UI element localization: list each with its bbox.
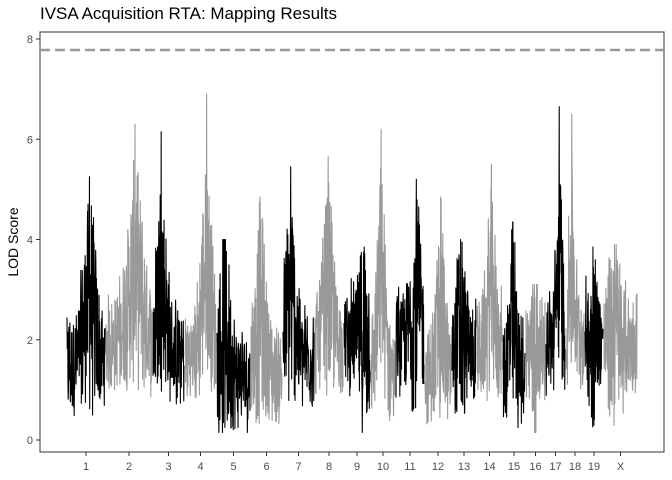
chromosome-6-series: [250, 196, 283, 425]
y-tick-label-8: 8: [27, 34, 33, 46]
chromosome-19-series: [584, 246, 604, 428]
chromosome-14-series: [476, 163, 503, 402]
chromosome-9-series: [343, 246, 371, 434]
chart-title: IVSA Acquisition RTA: Mapping Results: [40, 4, 338, 23]
x-tick-label-7: 7: [295, 461, 301, 473]
x-tick-label-9: 9: [354, 461, 360, 473]
x-axis: 1 2 3 4 5 6 7 8 9 10 11 12 13 14 15 16 17 18 19 X: [83, 452, 625, 473]
chromosome-8-series: [314, 156, 344, 396]
y-tick-label-6: 6: [27, 134, 33, 146]
chromosome-17-series: [545, 106, 566, 396]
x-tick-label-16: 16: [529, 461, 541, 473]
y-axis: 0 2 4 6 8: [27, 34, 40, 447]
x-tick-label-4: 4: [197, 461, 203, 473]
lod-series: [66, 93, 638, 434]
x-tick-label-18: 18: [569, 461, 581, 473]
x-tick-label-6: 6: [263, 461, 269, 473]
x-tick-label-12: 12: [432, 461, 444, 473]
chromosome-12-series: [424, 196, 452, 425]
chromosome-2-series: [105, 123, 153, 398]
x-tick-label-17: 17: [549, 461, 561, 473]
x-tick-label-11: 11: [404, 461, 415, 473]
chromosome-10-series: [370, 128, 396, 422]
y-tick-label-0: 0: [27, 435, 33, 447]
chromosome-16-series: [525, 284, 546, 434]
chromosome-18-series: [565, 113, 585, 390]
chromosome-X-series: [603, 243, 638, 426]
chromosome-15-series: [502, 221, 526, 429]
x-tick-label-1: 1: [83, 461, 89, 473]
chromosome-7-series: [282, 166, 315, 407]
x-tick-label-X: X: [617, 461, 625, 473]
chromosome-11-series: [395, 178, 425, 412]
chromosome-5-series: [216, 238, 251, 434]
chromosome-3-series: [152, 131, 185, 405]
x-tick-label-2: 2: [126, 461, 132, 473]
x-tick-label-19: 19: [588, 461, 600, 473]
x-tick-label-3: 3: [165, 461, 171, 473]
x-tick-label-15: 15: [508, 461, 520, 473]
x-tick-label-5: 5: [230, 461, 236, 473]
x-tick-label-8: 8: [326, 461, 332, 473]
chromosome-13-series: [451, 238, 477, 414]
chromosome-1-series: [66, 176, 106, 417]
x-tick-label-14: 14: [483, 461, 495, 473]
x-tick-label-13: 13: [458, 461, 470, 473]
y-tick-label-4: 4: [27, 235, 33, 247]
y-tick-label-2: 2: [27, 335, 33, 347]
y-axis-title: LOD Score: [5, 207, 21, 276]
x-tick-label-10: 10: [377, 461, 389, 473]
chromosome-4-series: [184, 93, 217, 398]
